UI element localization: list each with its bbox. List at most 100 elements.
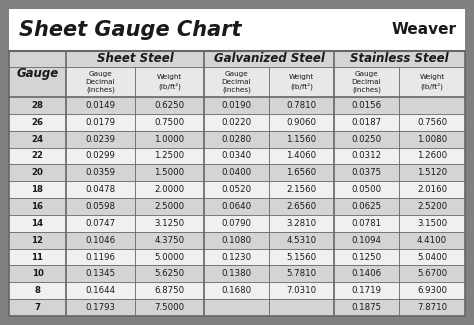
Text: 2.0160: 2.0160 bbox=[417, 185, 447, 194]
Text: 12: 12 bbox=[31, 236, 44, 245]
Text: 11: 11 bbox=[31, 253, 44, 262]
Text: 1.5000: 1.5000 bbox=[155, 168, 184, 177]
Text: Gauge: Gauge bbox=[17, 68, 59, 81]
Text: 3.1250: 3.1250 bbox=[155, 219, 184, 228]
Text: 0.6250: 0.6250 bbox=[155, 101, 184, 110]
Text: 0.1230: 0.1230 bbox=[221, 253, 252, 262]
Text: 0.1250: 0.1250 bbox=[351, 253, 382, 262]
Text: 0.1196: 0.1196 bbox=[85, 253, 116, 262]
Text: 18: 18 bbox=[31, 185, 44, 194]
Text: 5.7810: 5.7810 bbox=[286, 269, 317, 279]
Bar bbox=[204, 51, 334, 67]
Text: 7.5000: 7.5000 bbox=[155, 303, 184, 312]
Text: Gauge
Decimal
(inches): Gauge Decimal (inches) bbox=[352, 71, 381, 93]
Text: 0.0747: 0.0747 bbox=[85, 219, 116, 228]
Text: 0.0220: 0.0220 bbox=[221, 118, 252, 127]
Text: 2.6560: 2.6560 bbox=[286, 202, 317, 211]
Text: 5.6700: 5.6700 bbox=[417, 269, 447, 279]
Text: 28: 28 bbox=[31, 101, 44, 110]
Bar bbox=[9, 148, 465, 164]
Text: 1.1560: 1.1560 bbox=[286, 135, 317, 144]
Text: 0.1875: 0.1875 bbox=[351, 303, 382, 312]
Text: 3.2810: 3.2810 bbox=[286, 219, 317, 228]
Text: 0.0250: 0.0250 bbox=[351, 135, 382, 144]
Text: 0.0500: 0.0500 bbox=[351, 185, 382, 194]
Text: 0.1719: 0.1719 bbox=[352, 286, 382, 295]
Text: 26: 26 bbox=[31, 118, 44, 127]
Text: 0.0598: 0.0598 bbox=[85, 202, 116, 211]
Text: 1.5120: 1.5120 bbox=[417, 168, 447, 177]
Text: 0.0781: 0.0781 bbox=[351, 219, 382, 228]
Text: Galvanized Steel: Galvanized Steel bbox=[214, 53, 324, 66]
Text: 0.0239: 0.0239 bbox=[85, 135, 116, 144]
Bar bbox=[9, 131, 465, 148]
Text: 0.0299: 0.0299 bbox=[86, 151, 116, 161]
Text: 16: 16 bbox=[31, 202, 44, 211]
Text: 1.2500: 1.2500 bbox=[155, 151, 184, 161]
Text: 0.1644: 0.1644 bbox=[85, 286, 116, 295]
Text: 0.1793: 0.1793 bbox=[85, 303, 116, 312]
Bar bbox=[9, 198, 465, 215]
Text: 0.0312: 0.0312 bbox=[351, 151, 382, 161]
Text: 0.7810: 0.7810 bbox=[286, 101, 317, 110]
Text: 0.1680: 0.1680 bbox=[221, 286, 252, 295]
Text: 0.1380: 0.1380 bbox=[221, 269, 252, 279]
Text: 0.0625: 0.0625 bbox=[351, 202, 382, 211]
Text: 24: 24 bbox=[31, 135, 44, 144]
Text: 7.8710: 7.8710 bbox=[417, 303, 447, 312]
Text: 0.1094: 0.1094 bbox=[352, 236, 382, 245]
Text: 0.0640: 0.0640 bbox=[221, 202, 252, 211]
Text: 1.2600: 1.2600 bbox=[417, 151, 447, 161]
Text: 2.0000: 2.0000 bbox=[155, 185, 184, 194]
Text: 0.0375: 0.0375 bbox=[351, 168, 382, 177]
Text: 0.1080: 0.1080 bbox=[221, 236, 252, 245]
Text: 5.0400: 5.0400 bbox=[417, 253, 447, 262]
Text: 20: 20 bbox=[32, 168, 44, 177]
Text: 0.0149: 0.0149 bbox=[85, 101, 116, 110]
Text: 1.4060: 1.4060 bbox=[286, 151, 317, 161]
Text: 10: 10 bbox=[32, 269, 44, 279]
Text: Stainless Steel: Stainless Steel bbox=[350, 53, 449, 66]
Text: 0.0187: 0.0187 bbox=[351, 118, 382, 127]
Bar bbox=[9, 114, 465, 131]
Bar bbox=[66, 67, 204, 97]
Bar bbox=[334, 67, 465, 97]
Bar bbox=[9, 97, 465, 114]
Text: 22: 22 bbox=[31, 151, 44, 161]
Bar bbox=[9, 215, 465, 232]
Text: 5.6250: 5.6250 bbox=[155, 269, 184, 279]
Text: Sheet Gauge Chart: Sheet Gauge Chart bbox=[19, 20, 241, 40]
Text: 5.1560: 5.1560 bbox=[286, 253, 317, 262]
Text: 4.4100: 4.4100 bbox=[417, 236, 447, 245]
Text: 7.0310: 7.0310 bbox=[286, 286, 317, 295]
Text: 3.1500: 3.1500 bbox=[417, 219, 447, 228]
Bar bbox=[9, 181, 465, 198]
Text: 0.1046: 0.1046 bbox=[85, 236, 116, 245]
Text: Weight
(lb/ft²): Weight (lb/ft²) bbox=[157, 74, 182, 90]
Text: 0.0478: 0.0478 bbox=[85, 185, 116, 194]
Bar bbox=[9, 164, 465, 181]
Text: Gauge
Decimal
(inches): Gauge Decimal (inches) bbox=[222, 71, 251, 93]
Text: 4.3750: 4.3750 bbox=[155, 236, 184, 245]
Text: Sheet Steel: Sheet Steel bbox=[97, 53, 173, 66]
Text: 1.0080: 1.0080 bbox=[417, 135, 447, 144]
Text: 0.0359: 0.0359 bbox=[85, 168, 116, 177]
Text: 0.9060: 0.9060 bbox=[286, 118, 317, 127]
Text: 0.0790: 0.0790 bbox=[221, 219, 252, 228]
Bar bbox=[9, 232, 465, 249]
Text: Weight
(lb/ft²): Weight (lb/ft²) bbox=[419, 74, 445, 90]
Bar bbox=[9, 51, 465, 316]
Bar bbox=[9, 51, 66, 97]
Bar bbox=[204, 67, 334, 97]
Text: 0.0400: 0.0400 bbox=[221, 168, 252, 177]
Text: 0.0520: 0.0520 bbox=[221, 185, 252, 194]
Text: 6.9300: 6.9300 bbox=[417, 286, 447, 295]
Text: 0.7560: 0.7560 bbox=[417, 118, 447, 127]
Text: 0.0190: 0.0190 bbox=[221, 101, 252, 110]
Text: Weaver: Weaver bbox=[392, 22, 457, 37]
Text: 5.0000: 5.0000 bbox=[155, 253, 184, 262]
Text: 2.5200: 2.5200 bbox=[417, 202, 447, 211]
Text: 1.0000: 1.0000 bbox=[155, 135, 184, 144]
Text: Weight
(lb/ft²): Weight (lb/ft²) bbox=[289, 74, 314, 90]
Text: 0.0340: 0.0340 bbox=[221, 151, 252, 161]
